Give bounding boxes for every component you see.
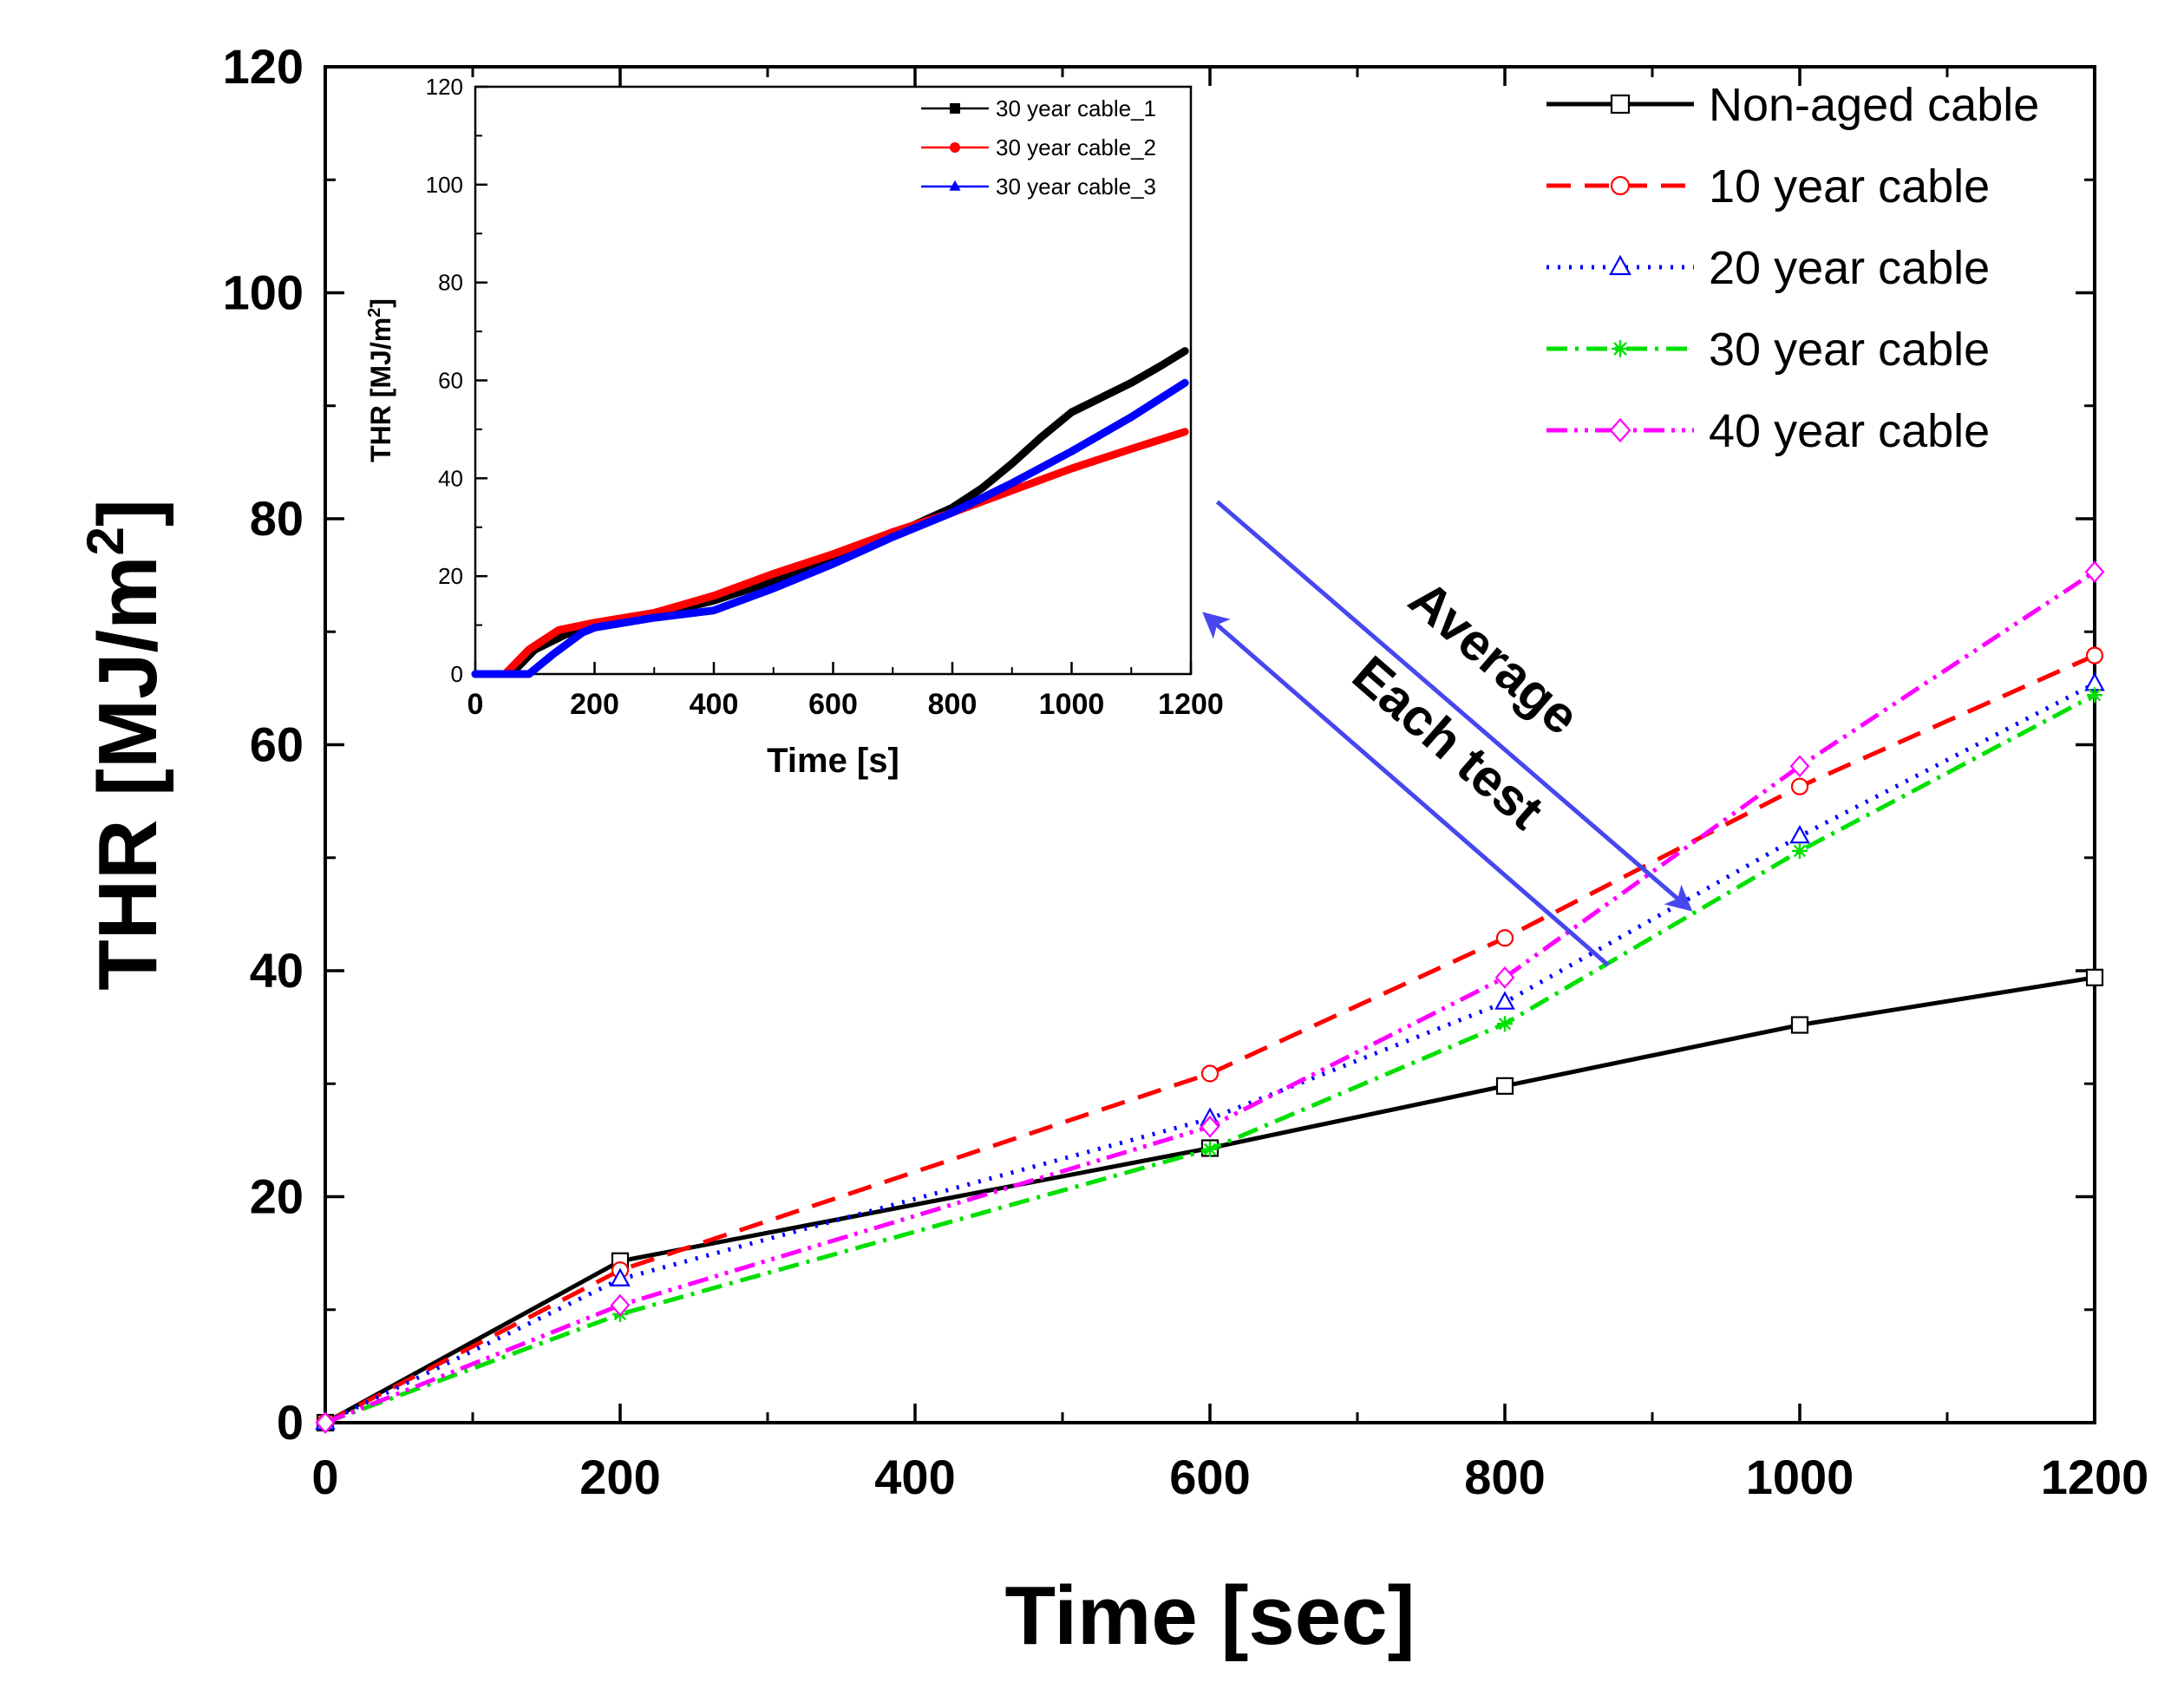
data-point [610,1293,631,1317]
data-point [1495,929,1514,947]
x-tick-label: 400 [874,1450,955,1504]
inset-y-tick-label: 60 [438,368,463,394]
y-axis-title: THR [MJ/m2] [76,499,174,991]
data-point [315,1411,336,1434]
inset-y-tick-label: 40 [438,465,463,491]
inset-x-tick-label: 400 [690,688,739,721]
data-point [1790,777,1809,795]
inset-series-line-2 [471,428,1189,678]
inset-plot: 0 200 400 600 800 1000 1200 0 20 40 60 80 100 120 Time… [365,74,1224,780]
inset-x-tick-label: 1000 [1039,688,1105,721]
data-point [1494,966,1515,989]
data-point [1200,1115,1220,1138]
inset-series-line-3 [471,378,1189,678]
data-point [1790,1016,1809,1034]
inset-x-tick-label: 800 [928,688,978,721]
legend-label: 40 year cable [1709,405,1990,457]
data-point [2084,560,2105,584]
data-point [2087,687,2102,704]
inset-frame [474,85,1193,676]
legend-label: 30 year cable [1709,324,1990,376]
y-tick-label: 100 [223,265,304,320]
inset-y-axis-title: THR [MJ/m2] [365,298,396,462]
inset-x-axis-title: Time [s] [767,742,899,780]
x-tick-label: 600 [1169,1450,1250,1504]
y-tick-label: 20 [250,1169,304,1224]
data-point [610,1267,631,1286]
x-tick-label: 0 [311,1450,338,1504]
x-axis-title: Time [sec] [1004,1569,1415,1662]
inset-legend-marker [950,103,960,114]
inset-y-tick-label: 120 [426,74,463,100]
inset-y-tick-label: 20 [438,563,463,589]
inset-x-tick-label: 600 [808,688,858,721]
series-line-2 [324,653,2096,1425]
y-tick-label: 80 [250,491,304,546]
series-line-1 [324,975,2096,1425]
y-tick-label: 40 [250,943,304,998]
x-tick-label: 1000 [1746,1450,1854,1504]
data-point [1789,824,1810,844]
data-point [1792,842,1808,859]
legend-marker [1610,94,1631,115]
inset-legend-label: 30 year cable_3 [996,173,1156,200]
legend-label: 10 year cable [1709,160,1990,213]
data-point [2085,646,2104,664]
inset-legend-label: 30 year cable_2 [996,134,1156,160]
data-point [1789,755,1810,778]
legend-label: 20 year cable [1709,242,1990,294]
inset-legend-marker [950,142,960,153]
series-line-3 [324,681,2096,1425]
legend-label: Non-aged cable [1709,79,2039,131]
series-line-5 [324,570,2096,1425]
annotation-arrow [1202,612,1610,967]
legend-marker [1609,417,1631,443]
legend-marker [1612,340,1629,357]
inset-y-tick-label: 0 [451,661,463,687]
inset-y-tick-label: 80 [438,270,463,296]
inset-x-tick-label: 1200 [1158,688,1224,721]
data-point [1200,1064,1220,1083]
x-tick-label: 1200 [2041,1450,2149,1504]
data-point [1494,991,1515,1010]
data-point [1497,1016,1513,1032]
inset-x-tick-label: 0 [468,688,484,721]
y-tick-label: 0 [277,1395,304,1450]
data-point [1202,1141,1218,1157]
legend-marker [1610,175,1631,196]
y-tick-label: 120 [223,39,304,94]
x-tick-label: 800 [1464,1450,1545,1504]
data-point [1495,1077,1514,1095]
inset-legend-label: 30 year cable_1 [996,95,1156,121]
x-tick-label: 200 [579,1450,660,1504]
inset-y-tick-label: 100 [426,172,463,198]
legend-marker [1609,254,1631,276]
y-tick-label: 60 [250,717,304,772]
annotation-arrow [1215,500,1693,912]
data-point [2085,968,2104,986]
inset-x-tick-label: 200 [570,688,619,721]
series-line-4 [324,692,2096,1425]
inset-legend-marker [949,180,961,191]
